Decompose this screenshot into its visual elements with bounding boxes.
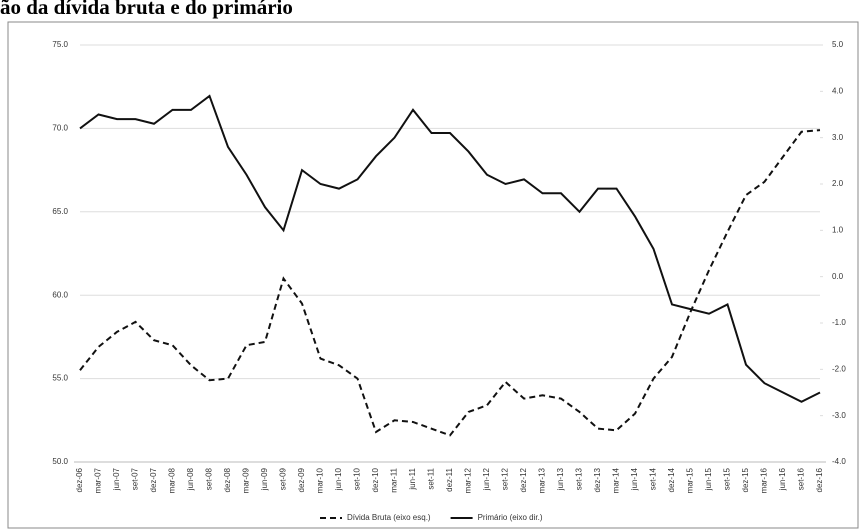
y2-tick-label: -2.0 (832, 364, 846, 373)
y-tick-label: 75.0 (52, 40, 68, 49)
x-tick-label: jun-13 (556, 467, 565, 491)
y-tick-label: 65.0 (52, 207, 68, 216)
x-tick-label: mar-16 (760, 467, 769, 493)
x-tick-label: jun-14 (630, 467, 639, 491)
x-tick-label: dez-13 (593, 467, 602, 492)
x-tick-label: jun-10 (334, 467, 343, 491)
x-tick-label: mar-08 (168, 467, 177, 493)
x-tick-label: dez-07 (149, 467, 158, 492)
y2-tick-label: 2.0 (832, 179, 844, 188)
x-tick-label: set-12 (501, 467, 510, 490)
x-tick-label: mar-13 (538, 467, 547, 493)
x-tick-label: jun-09 (260, 467, 269, 491)
x-tick-label: set-14 (649, 467, 658, 490)
x-tick-label: set-08 (205, 467, 214, 490)
x-tick-label: dez-10 (371, 467, 380, 492)
y-tick-label: 55.0 (52, 374, 68, 383)
y2-tick-label: 1.0 (832, 225, 844, 234)
y-tick-label: 70.0 (52, 124, 68, 133)
x-tick-label: dez-14 (667, 467, 676, 492)
x-tick-label: set-07 (131, 467, 140, 490)
x-tick-label: dez-08 (223, 467, 232, 492)
y2-tick-label: -3.0 (832, 411, 846, 420)
x-tick-label: jun-07 (112, 467, 121, 491)
y2-tick-label: 0.0 (832, 272, 844, 281)
x-tick-label: dez-15 (741, 467, 750, 492)
legend-label: Dívida Bruta (eixo esq.) (347, 513, 431, 522)
x-tick-label: set-10 (353, 467, 362, 490)
x-tick-label: set-13 (575, 467, 584, 490)
x-tick-label: jun-08 (186, 467, 195, 491)
x-tick-label: mar-12 (464, 467, 473, 493)
line-series (79, 94, 821, 403)
x-tick-label: mar-07 (94, 467, 103, 493)
y2-tick-label: 5.0 (832, 40, 844, 49)
x-tick-label: set-15 (723, 467, 732, 490)
y2-tick-label: 3.0 (832, 133, 844, 142)
y-tick-label: 60.0 (52, 290, 68, 299)
x-tick-label: dez-09 (297, 467, 306, 492)
x-tick-label: dez-06 (75, 467, 84, 492)
chart-title: ão da dívida bruta e do primário (0, 0, 293, 19)
line-series (79, 129, 821, 437)
x-tick-label: mar-09 (242, 467, 251, 493)
x-tick-label: jun-12 (482, 467, 491, 491)
chart-frame (7, 21, 859, 529)
x-tick-label: dez-16 (815, 467, 824, 492)
y-tick-label: 50.0 (52, 457, 68, 466)
x-tick-label: set-11 (427, 467, 436, 489)
x-tick-label: mar-11 (390, 467, 399, 492)
x-tick-label: jun-16 (778, 467, 787, 491)
x-tick-label: mar-14 (612, 467, 621, 493)
x-tick-label: jun-11 (408, 467, 417, 490)
y2-tick-label: -4.0 (832, 457, 846, 466)
legend-label: Primário (eixo dir.) (478, 513, 543, 522)
x-tick-label: set-16 (797, 467, 806, 490)
x-tick-label: jun-15 (704, 467, 713, 491)
x-tick-label: mar-15 (686, 467, 695, 493)
x-tick-label: dez-12 (519, 467, 528, 492)
x-tick-label: set-09 (279, 467, 288, 490)
x-tick-label: dez-11 (445, 467, 454, 491)
y2-tick-label: 4.0 (832, 86, 844, 95)
x-tick-label: mar-10 (316, 467, 325, 493)
y2-tick-label: -1.0 (832, 318, 846, 327)
